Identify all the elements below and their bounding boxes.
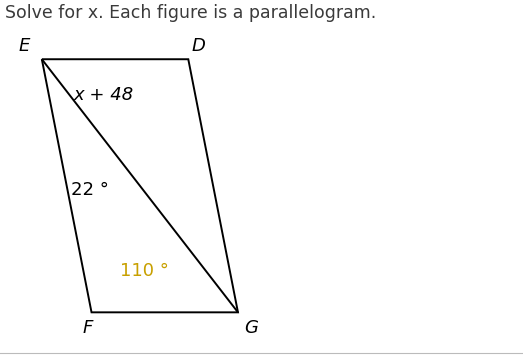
Text: F: F — [83, 319, 93, 337]
Text: D: D — [192, 37, 206, 55]
Text: E: E — [19, 37, 30, 55]
Text: Solve for x. Each figure is a parallelogram.: Solve for x. Each figure is a parallelog… — [5, 4, 377, 22]
Text: 22 °: 22 ° — [71, 181, 108, 199]
Text: 110 °: 110 ° — [120, 262, 169, 280]
Text: G: G — [244, 319, 258, 337]
Text: x + 48: x + 48 — [73, 86, 133, 104]
